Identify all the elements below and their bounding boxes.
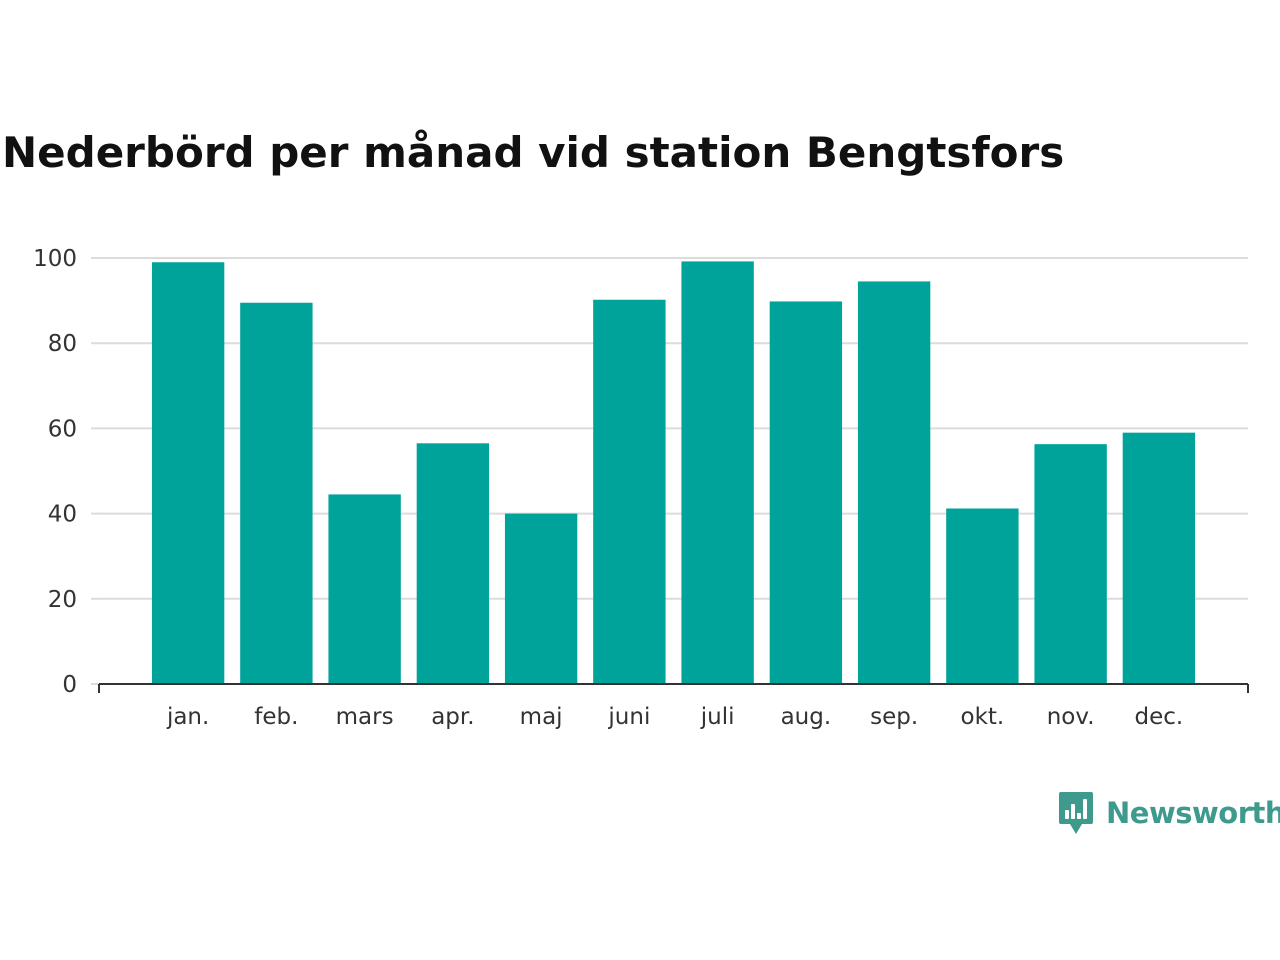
newsworthy-logo-icon xyxy=(1059,792,1093,834)
x-tick-label: juni xyxy=(607,704,650,730)
bar xyxy=(504,513,578,684)
x-tick-label: juli xyxy=(700,704,735,730)
y-tick-label: 60 xyxy=(48,416,77,442)
x-tick-label: dec. xyxy=(1135,704,1184,730)
y-tick-label: 100 xyxy=(33,246,77,272)
x-tick-label: nov. xyxy=(1047,704,1095,730)
y-axis: 0 20 40 60 80 100 xyxy=(33,246,99,698)
x-tick-label: maj xyxy=(520,704,563,730)
bar xyxy=(328,494,401,684)
bar-chart: 0 20 40 60 80 100 jan. feb. mars apr. maj juni juli… xyxy=(33,246,1249,730)
bar xyxy=(946,508,1019,684)
y-tick-label: 40 xyxy=(48,502,77,528)
bar xyxy=(681,261,754,684)
x-tick-label: okt. xyxy=(961,704,1005,730)
bar xyxy=(151,262,225,684)
x-tick-label: jan. xyxy=(166,704,209,730)
bar xyxy=(1034,444,1107,684)
bars xyxy=(151,261,1196,684)
x-tick-label: sep. xyxy=(870,704,918,730)
newsworthy-brand: Newsworthy xyxy=(1058,790,1280,836)
bar xyxy=(1122,432,1196,684)
x-tick-label: feb. xyxy=(254,704,298,730)
brand-name: Newsworthy xyxy=(1106,796,1280,830)
x-tick-label: aug. xyxy=(781,704,832,730)
x-axis: jan. feb. mars apr. maj juni juli aug. sep. okt. n… xyxy=(98,683,1249,730)
y-tick-label: 80 xyxy=(48,331,77,357)
bar xyxy=(593,299,666,684)
bar xyxy=(240,302,313,684)
chart-title: Nederbörd per månad vid station Bengtsfo… xyxy=(2,128,1065,177)
bar xyxy=(416,443,490,684)
y-tick-label: 20 xyxy=(48,587,77,613)
bar xyxy=(857,281,931,684)
bar xyxy=(769,301,843,684)
x-tick-label: mars xyxy=(336,704,394,730)
y-tick-label: 0 xyxy=(62,672,77,698)
x-tick-label: apr. xyxy=(431,704,474,730)
